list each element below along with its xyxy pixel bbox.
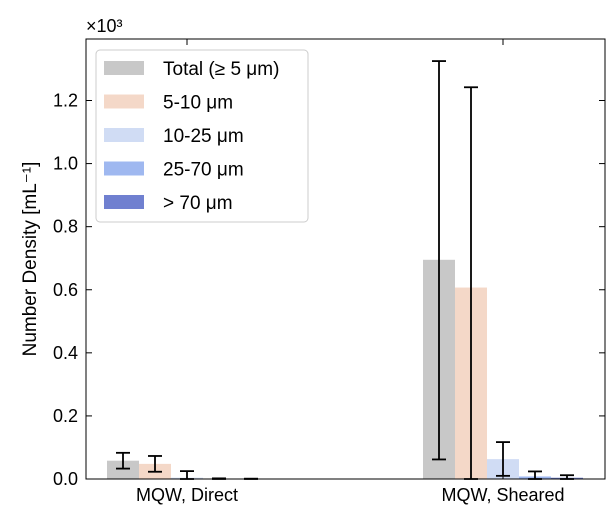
bars-group — [107, 259, 583, 479]
y-tick-label: 0.8 — [53, 217, 78, 237]
x-tick-label: MQW, Sheared — [441, 485, 564, 505]
y-tick-label: 1.2 — [53, 91, 78, 111]
plot-frame — [85, 38, 606, 480]
legend-label: 10-25 μm — [163, 126, 244, 147]
legend-swatch — [104, 94, 144, 109]
y-tick-label: 0.4 — [53, 343, 78, 363]
legend: Total (≥ 5 μm) 5-10 μm 10-25 μm 25-70 μm > 7… — [95, 49, 309, 223]
legend-label: 5-10 μm — [163, 93, 233, 114]
x-ticks-group: MQW, Direct MQW, Sheared — [136, 39, 565, 505]
legend-swatch — [104, 61, 144, 75]
legend-label: 25-70 μm — [163, 160, 244, 181]
legend-label: Total (≥ 5 μm) — [163, 59, 279, 80]
legend-label: > 70 μm — [163, 193, 233, 214]
x-tick-label: MQW, Direct — [136, 485, 238, 505]
y-ticks-group: 0.0 0.2 0.4 0.6 0.8 1.0 1.2 — [53, 91, 605, 489]
y-axis-multiplier: ×10³ — [86, 16, 123, 36]
y-tick-label: 0.0 — [53, 469, 78, 489]
bar — [107, 460, 139, 479]
y-tick-label: 1.0 — [53, 154, 78, 174]
y-tick-label: 0.6 — [53, 280, 78, 300]
legend-box — [95, 49, 309, 223]
y-tick-label: 0.2 — [53, 406, 78, 426]
legend-swatch — [104, 195, 144, 209]
legend-swatch — [104, 161, 144, 176]
legend-swatch — [104, 128, 144, 142]
y-axis-label: Number Density [mL⁻¹] — [20, 162, 41, 357]
